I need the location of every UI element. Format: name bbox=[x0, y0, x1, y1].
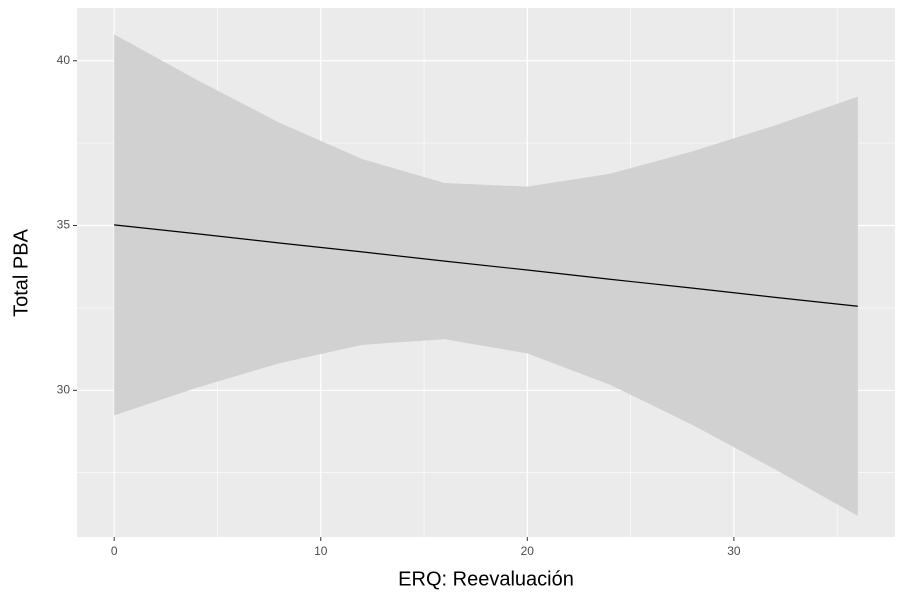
y-tick-label: 40 bbox=[57, 53, 71, 67]
line bbox=[114, 224, 858, 307]
x-tick-label: 30 bbox=[727, 544, 741, 558]
x-axis-title: ERQ: Reevaluación bbox=[398, 568, 574, 590]
y-tick-label: 35 bbox=[57, 218, 71, 232]
y-tick-label: 30 bbox=[57, 383, 71, 397]
x-tick-label: 10 bbox=[314, 544, 328, 558]
y-axis-title: Total PBA bbox=[10, 228, 32, 316]
x-tick-label: 0 bbox=[111, 544, 118, 558]
confidence-band bbox=[114, 34, 858, 516]
x-tick-label: 20 bbox=[521, 544, 535, 558]
